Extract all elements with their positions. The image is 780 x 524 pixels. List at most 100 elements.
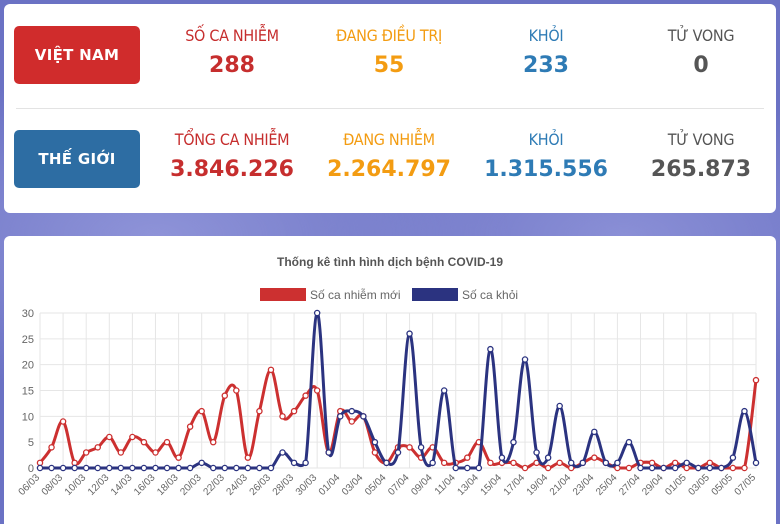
- data-point-new-cases: [106, 433, 113, 441]
- data-point-recovered: [406, 330, 413, 337]
- data-point-recovered: [660, 464, 667, 472]
- data-point-new-cases: [221, 392, 229, 399]
- data-point-new-cases: [71, 459, 78, 467]
- data-point-new-cases: [94, 444, 101, 451]
- data-point-new-cases: [706, 459, 714, 467]
- vietnam-button[interactable]: VIỆT NAM: [14, 26, 140, 84]
- data-point-new-cases: [348, 418, 356, 425]
- vn-deaths-value: 0: [693, 53, 709, 78]
- data-point-recovered: [591, 428, 598, 436]
- data-point-new-cases: [464, 454, 471, 461]
- data-point-recovered: [48, 464, 55, 472]
- data-point-recovered: [752, 459, 760, 467]
- data-point-new-cases: [209, 438, 217, 446]
- legend-label-new[interactable]: Số ca nhiễm mới: [310, 287, 401, 302]
- y-tick-label: 15: [22, 386, 34, 398]
- data-point-new-cases: [371, 449, 379, 456]
- vn-stat-recovered: KHỎI 233: [466, 26, 626, 78]
- x-tick-label: 13/04: [455, 472, 481, 498]
- data-point-new-cases: [313, 387, 321, 394]
- data-point-recovered: [129, 464, 136, 472]
- x-tick-label: 16/03: [132, 472, 158, 498]
- data-point-recovered: [244, 464, 252, 472]
- x-tick-label: 05/04: [363, 472, 389, 498]
- data-point-recovered: [394, 449, 402, 456]
- data-point-recovered: [36, 464, 44, 472]
- x-tick-label: 21/04: [548, 472, 574, 498]
- data-point-recovered: [556, 402, 563, 410]
- data-point-new-cases: [556, 459, 563, 467]
- data-point-recovered: [302, 459, 309, 467]
- data-point-recovered: [498, 454, 506, 461]
- data-point-new-cases: [279, 413, 286, 420]
- data-point-recovered: [579, 459, 587, 467]
- data-point-recovered: [233, 464, 240, 472]
- x-tick-label: 22/03: [201, 472, 227, 498]
- data-point-recovered: [614, 459, 621, 467]
- x-tick-label: 29/04: [640, 472, 666, 498]
- data-point-new-cases: [36, 459, 44, 467]
- data-point-recovered: [602, 459, 610, 467]
- legend-label-recovered[interactable]: Số ca khỏi: [462, 288, 518, 302]
- data-point-recovered: [683, 459, 690, 467]
- world-stat-cases: TỔNG CA NHIỄM 3.846.226: [152, 130, 312, 182]
- x-tick-label: 26/03: [248, 472, 274, 498]
- data-point-new-cases: [487, 459, 494, 467]
- data-point-new-cases: [256, 407, 263, 415]
- data-point-recovered: [533, 449, 540, 456]
- y-tick-label: 10: [22, 411, 34, 423]
- data-point-recovered: [163, 464, 171, 472]
- x-tick-label: 10/03: [63, 472, 89, 498]
- data-point-recovered: [290, 459, 298, 467]
- series-recovered: [36, 309, 760, 472]
- vn-treating-label: ĐANG ĐIỀU TRỊ: [336, 26, 442, 45]
- data-point-recovered: [256, 464, 263, 472]
- data-point-new-cases: [752, 376, 760, 384]
- data-point-recovered: [671, 464, 679, 472]
- data-point-recovered: [440, 387, 448, 394]
- data-point-new-cases: [625, 464, 633, 472]
- legend[interactable]: Số ca nhiễm mới Số ca khỏi: [260, 287, 518, 302]
- x-tick-label: 01/04: [317, 472, 343, 498]
- data-point-new-cases: [302, 392, 309, 399]
- vn-recovered-value: 233: [523, 53, 569, 78]
- data-point-recovered: [71, 464, 78, 472]
- chart-title: Thống kê tình hình dịch bệnh COVID-19: [277, 255, 503, 269]
- world-stat-active: ĐANG NHIỄM 2.264.797: [309, 130, 469, 182]
- x-tick-label: 07/04: [386, 472, 412, 498]
- data-point-new-cases: [48, 444, 55, 451]
- world-deaths-value: 265.873: [650, 157, 752, 182]
- data-point-new-cases: [510, 459, 517, 467]
- world-button[interactable]: THẾ GIỚI: [14, 130, 140, 188]
- data-point-new-cases: [198, 407, 205, 415]
- data-point-recovered: [521, 356, 529, 363]
- vn-cases-value: 288: [209, 53, 255, 78]
- data-point-new-cases: [591, 454, 598, 461]
- data-point-recovered: [325, 449, 332, 456]
- data-point-recovered: [279, 449, 286, 456]
- data-point-new-cases: [233, 387, 240, 394]
- x-tick-label: 14/03: [109, 472, 135, 498]
- data-point-recovered: [59, 464, 67, 472]
- world-stats-row: THẾ GIỚI TỔNG CA NHIỄM 3.846.226 ĐANG NH…: [4, 122, 776, 202]
- y-axis: 0 5 10 15 20 25 30: [22, 308, 34, 475]
- world-recovered-label: KHỎI: [528, 130, 564, 149]
- vn-treating-value: 55: [373, 53, 405, 78]
- data-point-recovered: [567, 459, 575, 467]
- data-point-new-cases: [59, 418, 67, 425]
- x-tick-label: 03/05: [686, 472, 712, 498]
- x-tick-label: 23/04: [571, 472, 597, 498]
- world-cases-label: TỔNG CA NHIỄM: [174, 130, 290, 149]
- vn-stat-deaths: TỬ VONG 0: [621, 26, 780, 78]
- data-point-new-cases: [683, 464, 690, 472]
- data-point-recovered: [637, 464, 644, 472]
- x-tick-label: 24/03: [225, 472, 251, 498]
- data-point-recovered: [429, 459, 436, 467]
- x-tick-label: 09/04: [409, 472, 435, 498]
- data-point-recovered: [695, 464, 702, 472]
- data-point-new-cases: [406, 444, 413, 451]
- data-point-recovered: [175, 464, 182, 472]
- vn-deaths-label: TỬ VONG: [667, 26, 735, 45]
- data-point-recovered: [383, 459, 390, 467]
- y-tick-label: 30: [22, 308, 34, 320]
